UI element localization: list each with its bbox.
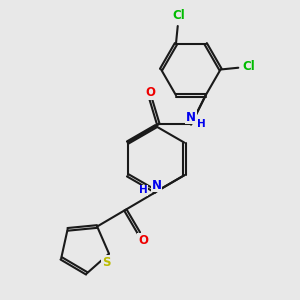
Text: O: O (146, 86, 156, 99)
Text: N: N (152, 178, 161, 191)
Text: H: H (197, 119, 206, 130)
Text: O: O (138, 234, 148, 247)
Text: H: H (139, 185, 148, 195)
Text: Cl: Cl (172, 9, 185, 22)
Text: S: S (102, 256, 110, 269)
Text: Cl: Cl (242, 60, 255, 73)
Text: N: N (186, 111, 196, 124)
